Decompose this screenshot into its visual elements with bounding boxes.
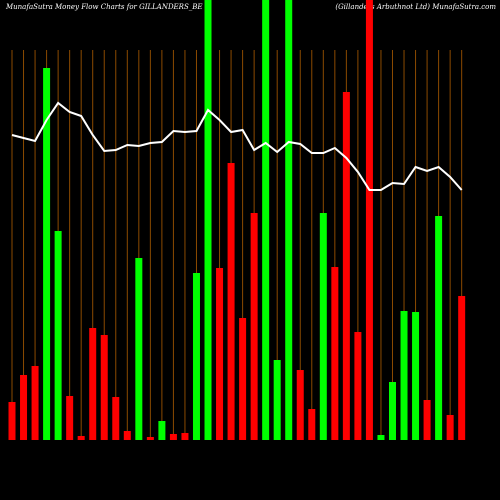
bar — [216, 268, 224, 440]
bar — [250, 213, 258, 440]
bar — [77, 436, 85, 440]
bar — [331, 267, 339, 440]
bar — [43, 68, 51, 440]
bar — [158, 421, 166, 440]
bar — [296, 370, 304, 440]
chart-subtitle: (Gillanders Arbuthnot Ltd) MunafaSutra.c… — [335, 3, 496, 11]
bar — [227, 163, 235, 440]
bar — [169, 434, 177, 440]
bar — [8, 402, 16, 440]
bar — [400, 311, 408, 440]
bar — [354, 332, 362, 440]
chart-title: MunafaSutra Money Flow Charts for GILLAN… — [5, 3, 203, 11]
bar — [285, 0, 293, 440]
money-flow-line — [11, 101, 463, 191]
bar — [273, 360, 281, 440]
bar — [181, 433, 189, 440]
bar — [20, 375, 28, 440]
bar — [135, 258, 143, 440]
bar — [204, 0, 212, 440]
bar — [435, 216, 443, 440]
bar — [423, 400, 431, 440]
bar — [319, 213, 327, 440]
bar — [31, 366, 39, 440]
bar — [66, 396, 74, 440]
bar — [123, 431, 131, 440]
bar — [377, 435, 385, 440]
bar — [146, 437, 154, 440]
bar — [458, 296, 466, 440]
bar — [54, 231, 62, 440]
bar — [342, 92, 350, 440]
bar — [388, 382, 396, 440]
bar — [239, 318, 247, 440]
bar — [262, 0, 270, 440]
bar — [446, 415, 454, 440]
bar — [100, 335, 108, 440]
bar — [192, 273, 200, 440]
bar — [89, 328, 97, 440]
bar — [365, 0, 373, 440]
bar — [412, 312, 420, 440]
bar — [112, 397, 120, 440]
bar — [308, 409, 316, 440]
